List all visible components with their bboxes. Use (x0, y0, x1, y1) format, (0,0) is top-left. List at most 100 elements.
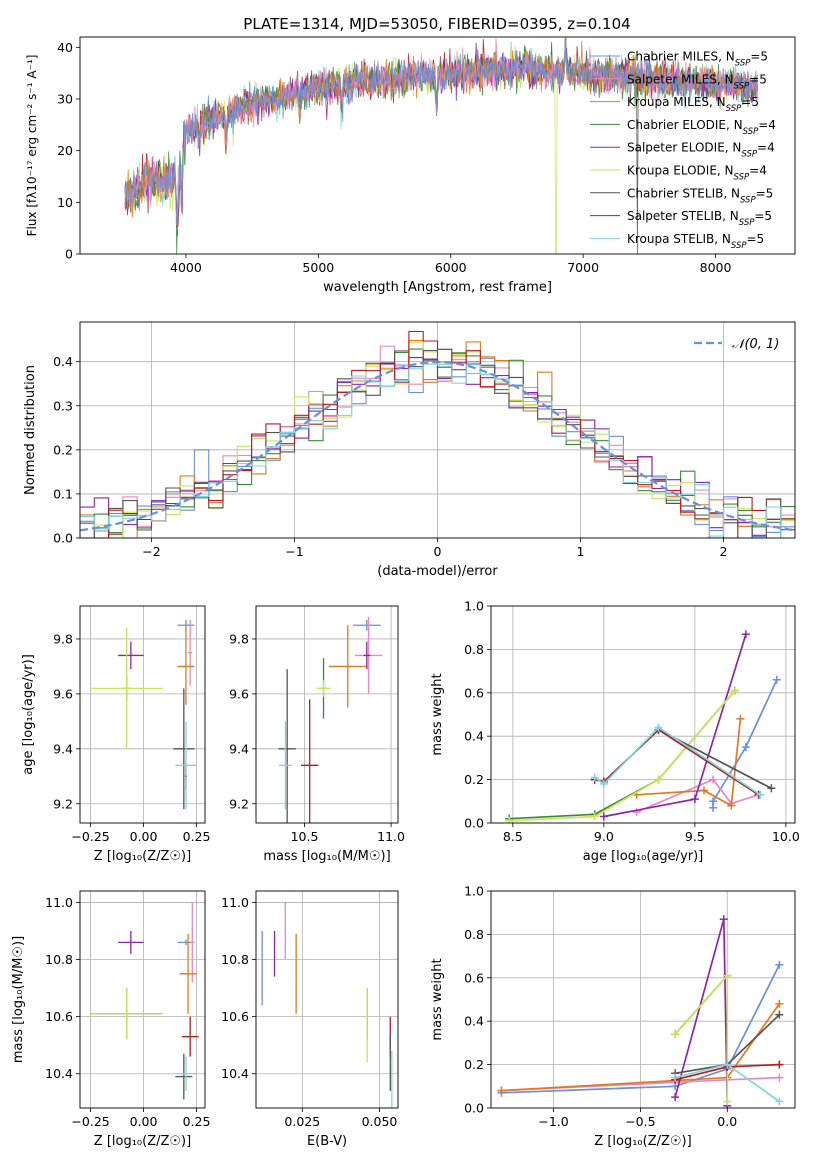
panel-7: 0.025 0.050 10.4 10.6 10.8 11.0 E(B-V) (221, 890, 399, 1149)
y-tick-label: 10.6 (221, 1009, 249, 1024)
weight-marker (599, 812, 608, 821)
y-axis-label: age [log₁₀(age/yr)] (21, 654, 36, 775)
legend-label: 𝒩(0, 1) (732, 337, 779, 352)
y-tick-label: 9.2 (53, 796, 73, 811)
figure-title: PLATE=1314, MJD=53050, FIBERID=0395, z=0… (243, 15, 630, 33)
histogram-step-kroupa-stelib (80, 363, 795, 538)
weight-marker (671, 1073, 680, 1082)
errorbar-point (181, 1016, 199, 1057)
errorbar-point (177, 627, 195, 705)
y-tick-label: 0.2 (464, 1057, 484, 1072)
x-axis-label: wavelength [Angstrom, rest frame] (323, 280, 552, 295)
errorbar-point (173, 688, 195, 810)
legend-label: Chabrier ELODIE, NSSP=4 (627, 118, 776, 137)
weight-marker (723, 1097, 732, 1106)
y-tick-label: 9.4 (53, 741, 73, 756)
weight-marker (671, 1093, 680, 1102)
legend-label: Kroupa MILES, NSSP=5 (627, 95, 759, 114)
x-tick-label: −1 (285, 544, 303, 559)
errorbar-point (179, 933, 197, 1014)
weight-line-chabrier-miles (712, 679, 778, 808)
y-tick-label: 9.6 (229, 686, 249, 701)
y-tick-label: 0.3 (53, 398, 73, 413)
weight-marker (671, 1030, 680, 1039)
weight-marker (709, 797, 718, 806)
legend-label: Salpeter STELIB, NSSP=5 (627, 209, 772, 228)
x-axis-label: Z [log₁₀(Z/Z☉)] (94, 849, 191, 864)
y-tick-label: 0.8 (464, 927, 484, 942)
errorbar-point (328, 625, 367, 708)
y-tick-label: 0.0 (53, 531, 73, 546)
panel-8: −1.0 −0.5 0.0 0.0 0.2 0.4 0.6 0.8 1.0 Z [log₁₀(Z/… (430, 884, 796, 1149)
x-axis-label: E(B-V) (307, 1134, 347, 1149)
weight-marker (654, 723, 663, 732)
errorbar-point (278, 721, 293, 810)
x-tick-label: 0.25 (183, 1114, 211, 1129)
y-tick-label: 0.6 (464, 970, 484, 985)
y-tick-label: 1.0 (464, 599, 484, 614)
y-tick-label: 40 (57, 40, 73, 55)
weight-line-salpeter-miles (636, 778, 759, 813)
y-tick-label: 0.0 (464, 1101, 484, 1116)
weight-marker (727, 801, 736, 810)
axes-frame (255, 890, 399, 1109)
x-tick-label: −0.25 (71, 1114, 109, 1129)
plot-area (256, 606, 398, 823)
weight-marker (775, 1010, 784, 1019)
errorbar-point (363, 641, 371, 670)
weight-marker (741, 743, 750, 752)
weight-marker (505, 816, 514, 823)
weight-line-chabrier-miles (501, 964, 781, 1094)
y-axis-label: mass [log₁₀(M/M☉)] (11, 936, 26, 1063)
weight-marker (736, 714, 745, 723)
y-tick-label: 0.6 (464, 685, 484, 700)
x-tick-label: 7000 (567, 260, 599, 275)
panel-5: 8.5 9.0 9.5 10.0 0.0 0.2 0.4 0.6 0.8 1.0 age [log₁… (430, 599, 800, 865)
y-tick-label: 10.4 (221, 1066, 249, 1081)
x-tick-label: 0 (434, 544, 442, 559)
histogram-step-salpeter-elodie (80, 353, 795, 536)
y-axis-label: Flux [fλ10⁻¹⁷ erg cm⁻² s⁻¹ A⁻¹] (25, 55, 39, 237)
axes-frame (79, 605, 206, 824)
weight-marker (741, 630, 750, 639)
panel-3: −0.25 0.00 0.25 9.2 9.4 9.6 9.8 Z [log₁₀(Z/Z☉)]… (21, 605, 211, 864)
weight-marker (775, 999, 784, 1008)
errorbar-point (316, 680, 331, 697)
y-tick-label: 0.2 (464, 772, 484, 787)
y-tick-label: 10 (57, 195, 73, 210)
y-tick-label: 0.4 (464, 1014, 484, 1029)
errorbar-point (175, 721, 197, 810)
y-axis-label: Normed distribution (23, 365, 38, 495)
errorbar-point (90, 627, 163, 749)
y-tick-label: 1.0 (464, 884, 484, 899)
errorbar-point (175, 1056, 197, 1091)
x-tick-label: −2 (142, 544, 160, 559)
x-tick-label: 9.5 (685, 829, 705, 844)
y-tick-label: 9.8 (53, 631, 73, 646)
x-tick-label: 10.5 (291, 829, 319, 844)
x-tick-label: 6000 (435, 260, 467, 275)
panel-6: −0.25 0.00 0.25 10.4 10.6 10.8 11.0 Z [log₁₀(Z/… (11, 890, 211, 1149)
plot-area (491, 891, 795, 1108)
weight-marker (723, 971, 732, 980)
legend: 𝒩(0, 1) (694, 337, 779, 352)
x-tick-label: 10.0 (772, 829, 800, 844)
y-tick-label: 10.4 (45, 1066, 73, 1081)
weight-marker (599, 779, 608, 788)
y-tick-label: 0.4 (53, 354, 73, 369)
y-tick-label: 0.1 (53, 486, 73, 501)
x-tick-label: −0.25 (71, 829, 109, 844)
axes-frame (79, 890, 206, 1109)
weight-marker (723, 1060, 732, 1069)
y-tick-label: 0 (65, 247, 73, 262)
x-tick-label: −1.0 (538, 1114, 568, 1129)
weight-marker (497, 1086, 506, 1095)
errorbar-point (188, 619, 193, 686)
legend-label: Kroupa ELODIE, NSSP=4 (627, 164, 767, 183)
y-tick-label: 0.4 (464, 729, 484, 744)
x-tick-label: 0.25 (183, 829, 211, 844)
axes-frame (79, 321, 796, 539)
plot-area (80, 606, 205, 823)
legend-label: Kroupa STELIB, NSSP=5 (627, 232, 764, 251)
